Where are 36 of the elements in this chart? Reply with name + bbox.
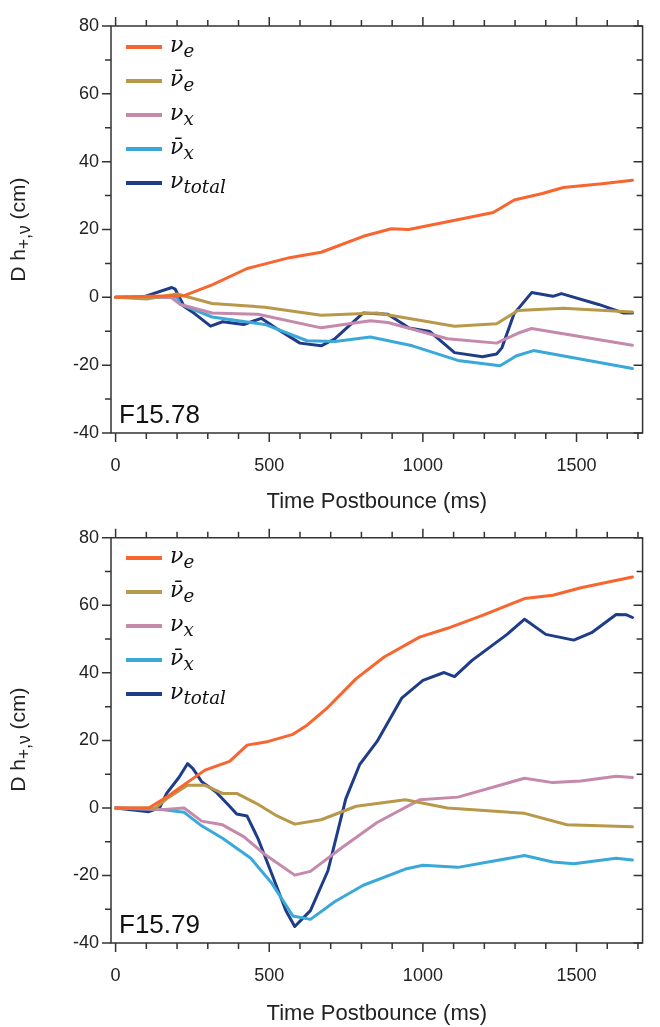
y-tick-label: 80 — [78, 526, 99, 547]
legend-label: ν$_{total}$ — [170, 168, 226, 198]
legend-label: ν̄$_{x}$ — [170, 645, 194, 675]
y-tick-label: 0 — [88, 286, 99, 307]
y-tick-label: -20 — [72, 864, 99, 885]
y-tick-label: 40 — [78, 150, 99, 171]
legend-label: ν$_{x}$ — [170, 100, 194, 130]
y-tick-label: 80 — [78, 14, 99, 35]
y-tick-label: 0 — [88, 796, 99, 817]
x-tick-label: 1000 — [402, 964, 443, 985]
legend-label: ν̄$_{x}$ — [170, 134, 194, 164]
x-tick-label: 0 — [110, 964, 121, 985]
y-tick-label: 20 — [78, 729, 99, 750]
y-tick-label: 60 — [78, 82, 99, 103]
x-axis-title: Time Postbounce (ms) — [266, 487, 488, 513]
annotation: F15.78 — [119, 399, 200, 430]
x-tick-label: 500 — [254, 454, 285, 475]
legend-label: ν̄$_{e}$ — [170, 577, 195, 607]
legend-label: ν̄$_{e}$ — [170, 66, 195, 96]
legend-label: ν$_{x}$ — [170, 611, 194, 641]
y-tick-label: -40 — [72, 421, 99, 442]
y-tick-label: -40 — [72, 931, 99, 952]
x-tick-label: 1500 — [556, 964, 597, 985]
y-tick-label: 20 — [78, 218, 99, 239]
x-tick-label: 1500 — [556, 454, 597, 475]
y-tick-label: 40 — [78, 661, 99, 682]
x-tick-label: 1000 — [402, 454, 443, 475]
x-axis-title: Time Postbounce (ms) — [266, 999, 488, 1025]
legend-label: ν$_{e}$ — [170, 32, 195, 62]
x-tick-label: 0 — [110, 454, 121, 475]
y-tick-label: 60 — [78, 594, 99, 615]
x-tick-label: 500 — [254, 964, 285, 985]
legend-label: ν$_{e}$ — [170, 543, 195, 573]
annotation: F15.79 — [119, 909, 200, 940]
y-tick-label: -20 — [72, 354, 99, 375]
legend-label: ν$_{total}$ — [170, 679, 226, 709]
